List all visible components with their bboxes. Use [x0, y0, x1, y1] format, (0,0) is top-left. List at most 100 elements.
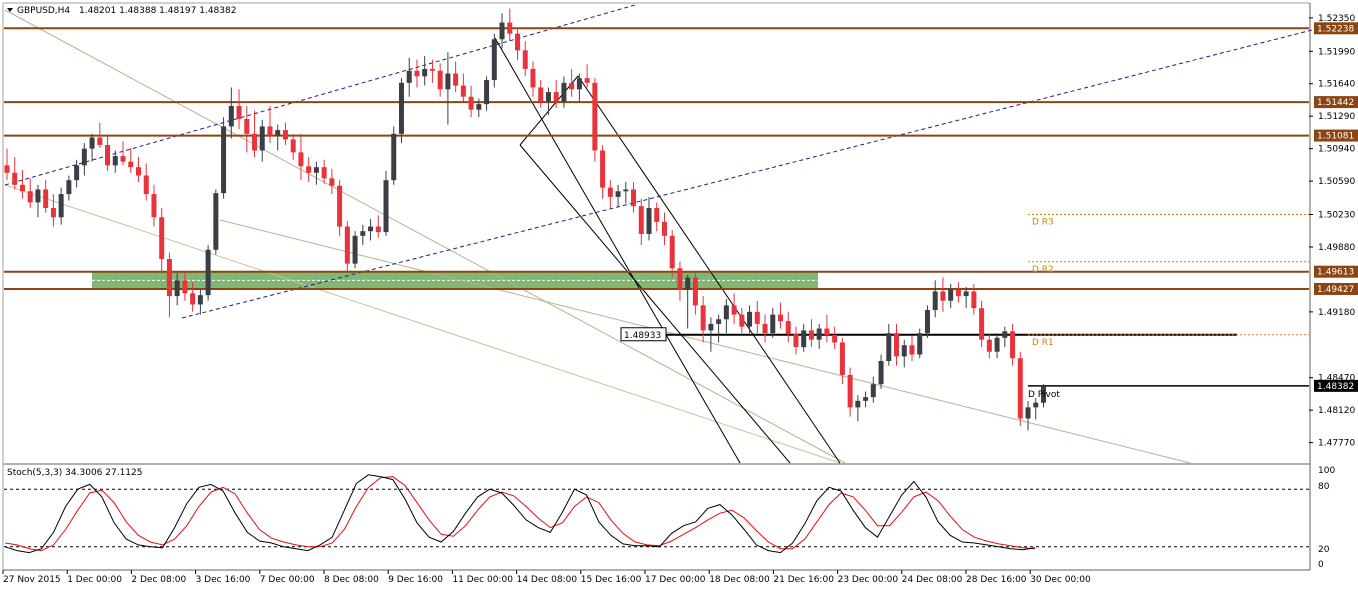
- candle: [74, 159, 80, 188]
- candle-body: [352, 235, 358, 264]
- candle: [917, 328, 923, 359]
- candle-body: [329, 178, 335, 186]
- candle-body: [553, 92, 559, 102]
- candle: [801, 323, 807, 352]
- candle: [561, 76, 567, 108]
- candle-body: [182, 280, 188, 294]
- candle: [994, 333, 1000, 359]
- candle: [159, 208, 165, 273]
- candle: [344, 220, 350, 273]
- candle-body: [878, 361, 884, 385]
- candle: [816, 323, 822, 349]
- candle-body: [600, 150, 606, 188]
- candle: [1017, 351, 1023, 426]
- candle: [716, 314, 722, 343]
- stoch-level-20: 20: [1318, 545, 1330, 555]
- price-tag-4-bg: [1314, 282, 1358, 295]
- candle-body: [1002, 331, 1008, 338]
- candle: [398, 78, 404, 144]
- candle-body: [97, 137, 103, 145]
- candle: [298, 133, 304, 181]
- candle: [1002, 326, 1008, 348]
- candle-body: [120, 156, 126, 162]
- chart-header-symbol: GBPUSD,H4: [17, 6, 70, 16]
- candle: [553, 80, 559, 108]
- candle: [723, 298, 729, 334]
- candle: [43, 180, 49, 213]
- candle-body: [159, 217, 165, 259]
- candle: [940, 277, 946, 312]
- x-tick-label: 28 Dec 16:00: [966, 575, 1027, 585]
- candle: [631, 182, 637, 213]
- x-tick-label: 23 Dec 00:00: [838, 575, 899, 585]
- candle: [58, 187, 64, 225]
- x-tick-label: 8 Dec 08:00: [324, 575, 379, 585]
- candle-body: [306, 166, 312, 173]
- candle: [352, 231, 358, 269]
- candle: [182, 271, 188, 301]
- candle: [576, 73, 582, 102]
- candle-body: [27, 191, 33, 203]
- candle-body: [963, 291, 969, 297]
- candle-body: [19, 184, 25, 192]
- stoch-main-line: [4, 474, 1036, 554]
- candle-body: [545, 92, 551, 102]
- candle: [135, 157, 141, 183]
- candle: [375, 215, 381, 238]
- current-price-tag-bg: [1314, 379, 1358, 392]
- candle: [739, 308, 745, 334]
- x-tick-label: 9 Dec 16:00: [388, 575, 443, 585]
- candle-body: [414, 70, 420, 77]
- candle: [661, 212, 667, 246]
- candle: [445, 52, 451, 125]
- candle: [313, 161, 319, 185]
- candle: [19, 169, 25, 199]
- candle: [669, 230, 675, 278]
- candle-body: [979, 308, 985, 340]
- ascending-channel-upper-dash: [4, 4, 636, 186]
- candle: [429, 59, 435, 83]
- candle: [894, 323, 900, 366]
- candle: [1040, 384, 1046, 408]
- candle: [677, 261, 683, 301]
- candle: [174, 272, 180, 306]
- x-tick-label: 7 Dec 00:00: [260, 575, 315, 585]
- candle-body: [592, 82, 598, 151]
- candle-body: [739, 314, 745, 327]
- candle: [592, 78, 598, 162]
- stoch-signal-line: [4, 476, 1036, 552]
- price-tag-2-bg: [1314, 129, 1358, 142]
- candle: [460, 73, 466, 102]
- candle-body: [654, 208, 660, 222]
- candle: [221, 117, 227, 199]
- candle: [770, 308, 776, 338]
- y-tick-label: 1.50590: [1318, 177, 1355, 187]
- candle-body: [375, 226, 381, 233]
- collapse-triangle-icon[interactable]: [7, 8, 13, 12]
- candle: [932, 280, 938, 318]
- candle: [979, 300, 985, 348]
- x-tick-label: 15 Dec 16:00: [581, 575, 642, 585]
- candle-body: [816, 328, 822, 340]
- candle-body: [344, 226, 350, 264]
- y-tick-label: 1.48470: [1318, 374, 1355, 384]
- candle-body: [4, 165, 10, 173]
- candle-body: [290, 139, 296, 153]
- price-tag-1-bg: [1314, 96, 1358, 109]
- candle: [252, 110, 258, 157]
- candle: [824, 314, 830, 343]
- candle-body: [267, 126, 273, 136]
- candle: [522, 41, 528, 77]
- y-tick-label: 1.51640: [1318, 80, 1355, 90]
- candle: [1025, 400, 1031, 431]
- candle-body: [770, 314, 776, 334]
- candle: [855, 395, 861, 422]
- price-tag-1: 1.51442: [1317, 98, 1354, 108]
- candle: [468, 85, 474, 118]
- candle: [112, 150, 118, 173]
- candle-body: [205, 249, 211, 296]
- candle: [545, 87, 551, 116]
- y-tick-label: 1.50940: [1318, 145, 1355, 155]
- candle: [700, 296, 706, 343]
- candle-body: [909, 345, 915, 355]
